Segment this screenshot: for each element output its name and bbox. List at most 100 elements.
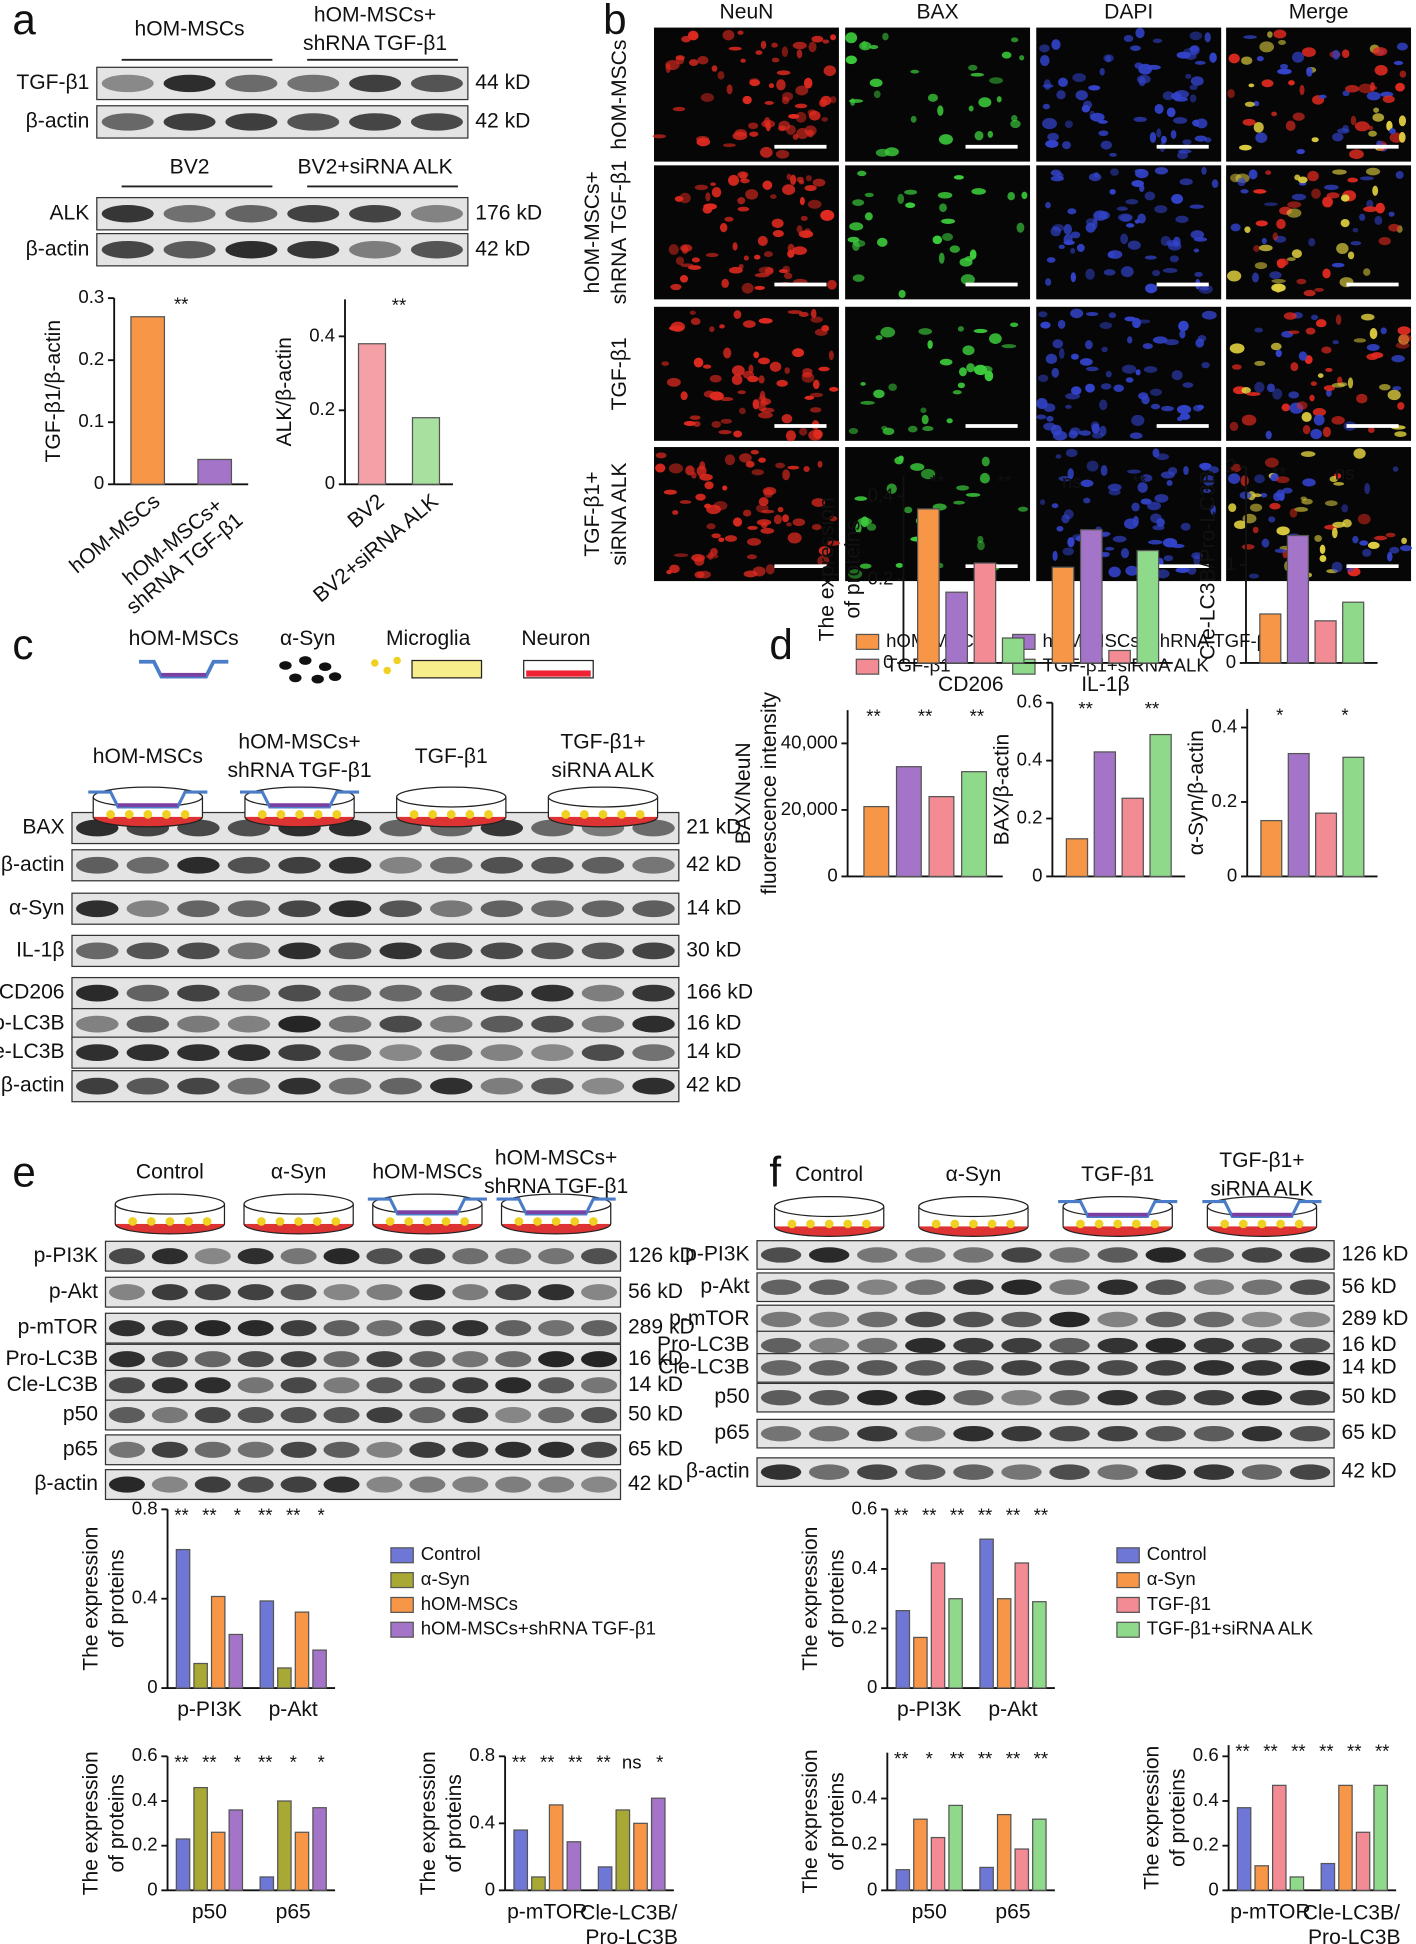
significance: ns [622, 1752, 642, 1773]
y-tick-label: 0 [147, 1676, 157, 1697]
insert-cells [161, 672, 207, 677]
blot-band [225, 241, 278, 259]
blot-row-label: p-Akt [49, 1280, 98, 1303]
x-tick-label: Cle-LC3B/ Pro-LC3B [580, 1901, 683, 1944]
cell [1125, 565, 1139, 576]
cell [1322, 196, 1333, 208]
cell [1305, 327, 1316, 335]
cell [1264, 202, 1278, 207]
cell [852, 274, 865, 282]
cell [741, 282, 754, 294]
cell [1395, 82, 1405, 92]
cell [1366, 199, 1374, 209]
significance: ** [894, 1748, 908, 1769]
blot-band [495, 1407, 532, 1424]
microglia [580, 810, 589, 819]
group-label: hOM-MSCs+ [495, 1146, 617, 1169]
blot-row-label: p50 [714, 1385, 749, 1408]
cell [966, 363, 975, 373]
cell [738, 264, 744, 270]
cell [693, 357, 704, 368]
blot-size-label: 42 kD [475, 109, 530, 132]
insert-cells [269, 803, 330, 807]
significance: * [926, 1748, 933, 1769]
cell [1156, 518, 1165, 527]
cell [1144, 191, 1156, 201]
x-tick-label: IL-1β [1081, 673, 1129, 696]
cell [1058, 347, 1065, 360]
cell [1021, 191, 1028, 200]
cell [706, 504, 721, 515]
blot-band [409, 1248, 446, 1265]
cell [1310, 381, 1317, 386]
cell [743, 570, 758, 578]
cell [1137, 319, 1151, 324]
blot-band [531, 984, 574, 1002]
cell [799, 196, 805, 206]
significance: ** [258, 1752, 272, 1773]
cell [1270, 342, 1282, 351]
blot-strip [71, 1007, 680, 1041]
blot-band [151, 1407, 188, 1424]
cell [939, 358, 953, 366]
bar [197, 458, 233, 485]
cell [829, 386, 839, 392]
cell [693, 421, 701, 428]
microglia [393, 656, 401, 665]
blot-band [379, 1077, 422, 1095]
cell [1392, 386, 1402, 391]
cell [1045, 353, 1058, 364]
cell [749, 131, 759, 137]
schematic-label: hOM-MSCs [129, 627, 239, 650]
bar [928, 795, 955, 878]
y-tick-label: 0.8 [469, 1744, 495, 1765]
cell [1360, 313, 1375, 321]
blot-band [177, 1044, 220, 1062]
cell [938, 252, 945, 264]
cell [800, 215, 808, 221]
cell [1113, 384, 1124, 393]
blot-size-label: 14 kD [686, 1040, 741, 1063]
cell [920, 468, 936, 480]
y-tick-label: 0.3 [78, 286, 104, 307]
cell [820, 209, 835, 221]
bar [1254, 1865, 1270, 1891]
cell [750, 450, 759, 455]
cell [984, 370, 994, 382]
blot-band [1049, 1464, 1090, 1480]
cell [1193, 237, 1208, 242]
y-tick-label: 0.4 [469, 1811, 495, 1832]
cell [753, 351, 760, 359]
cell [1300, 451, 1316, 457]
cell [814, 328, 828, 336]
significance: ** [978, 1748, 992, 1769]
cell [765, 564, 775, 575]
cell [1045, 201, 1051, 209]
blot-band [366, 1476, 403, 1493]
cell [938, 134, 953, 145]
cell [826, 540, 841, 546]
cell [873, 389, 885, 399]
significance: ** [970, 706, 984, 727]
significance: ** [1235, 1741, 1249, 1762]
cell [1043, 422, 1057, 431]
bar [1259, 613, 1282, 664]
cell [1397, 326, 1411, 335]
micrograph [845, 165, 1031, 300]
blot-band [581, 1476, 618, 1493]
cell [1275, 349, 1282, 358]
blot-size-label: 44 kD [475, 71, 530, 94]
cell [783, 272, 793, 280]
blot-band [126, 1077, 170, 1095]
blot-band [194, 1284, 231, 1301]
cell [1174, 96, 1188, 102]
cell [1265, 170, 1272, 175]
cell [1276, 218, 1286, 230]
blot-row-label: α-Syn [9, 896, 65, 919]
significance: ** [202, 1752, 216, 1773]
cell [1163, 555, 1174, 562]
cell [742, 320, 756, 328]
cell [709, 326, 715, 333]
bar [1032, 1601, 1047, 1689]
cell [973, 328, 988, 334]
